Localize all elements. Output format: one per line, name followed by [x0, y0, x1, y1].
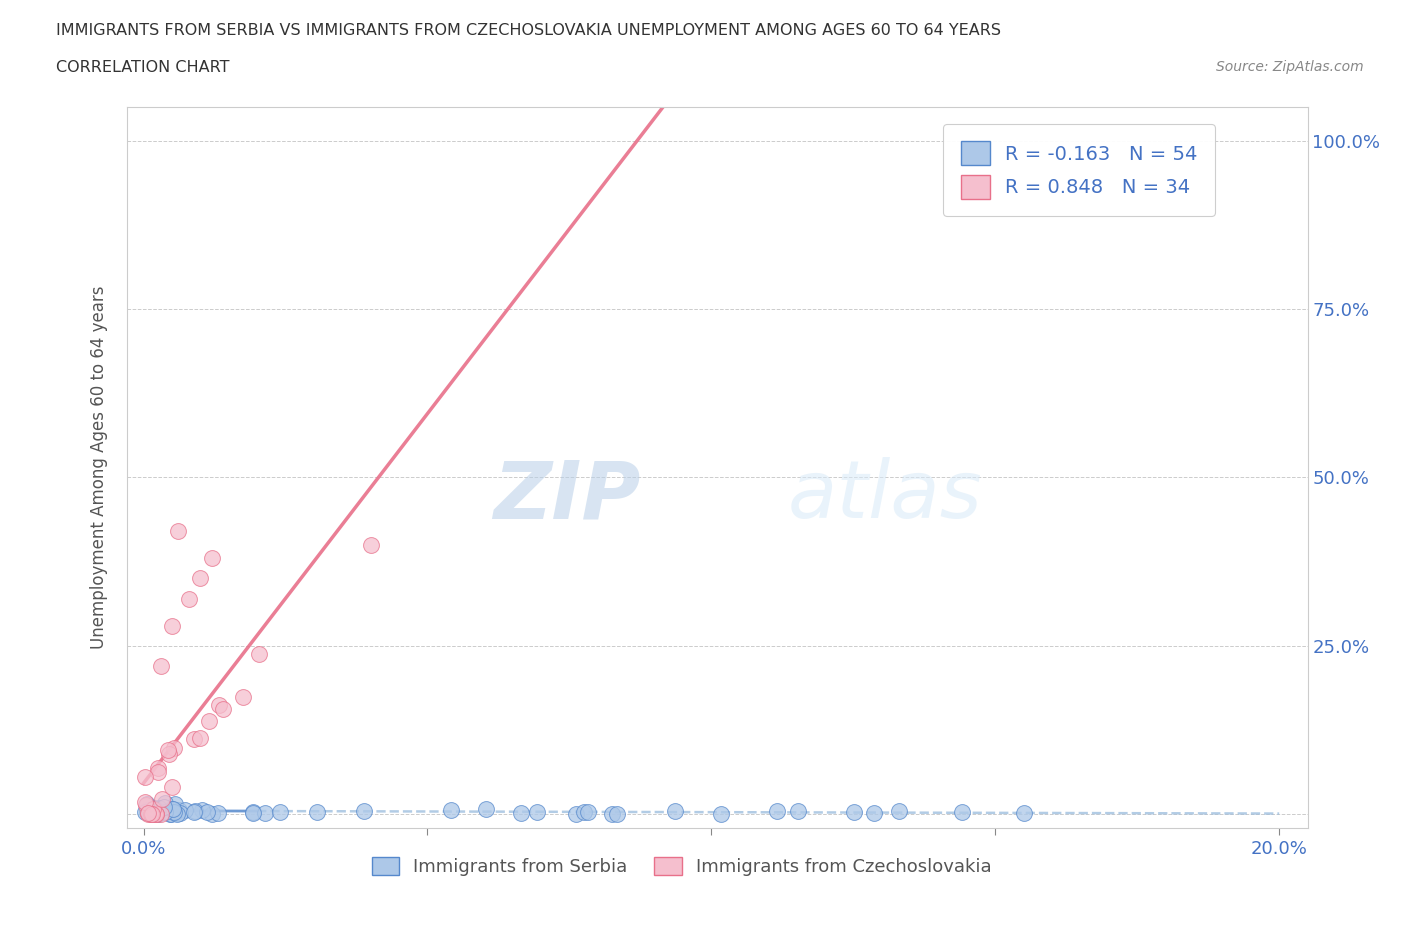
Point [169, 805, 191, 820]
Point [135, 798, 157, 813]
Point [360, 538, 382, 552]
Point [166, 806, 188, 821]
Point [143, 801, 166, 816]
Text: IMMIGRANTS FROM SERBIA VS IMMIGRANTS FROM CZECHOSLOVAKIA UNEMPLOYMENT AMONG AGES: IMMIGRANTS FROM SERBIA VS IMMIGRANTS FRO… [56, 23, 1001, 38]
Point [145, 807, 167, 822]
Point [440, 803, 463, 817]
Point [136, 805, 159, 820]
Point [600, 806, 623, 821]
Point [136, 805, 159, 820]
Point [201, 807, 224, 822]
Text: atlas: atlas [787, 458, 983, 535]
Point [142, 802, 165, 817]
Point [576, 804, 599, 819]
Point [160, 618, 183, 633]
Point [160, 806, 183, 821]
Point [136, 807, 159, 822]
Point [160, 779, 183, 794]
Point [136, 803, 159, 817]
Point [242, 805, 264, 820]
Point [139, 805, 162, 820]
Point [150, 791, 173, 806]
Point [786, 804, 808, 818]
Point [141, 807, 163, 822]
Point [232, 690, 254, 705]
Point [157, 747, 180, 762]
Point [146, 764, 169, 779]
Point [207, 806, 229, 821]
Point [139, 807, 162, 822]
Point [143, 802, 166, 817]
Point [201, 551, 224, 565]
Point [572, 805, 595, 820]
Point [184, 804, 207, 818]
Point [166, 524, 188, 538]
Point [191, 803, 214, 817]
Point [159, 806, 181, 821]
Point [950, 804, 973, 819]
Point [145, 806, 167, 821]
Point [150, 807, 173, 822]
Point [162, 802, 184, 817]
Point [153, 804, 176, 819]
Point [167, 803, 190, 817]
Point [510, 805, 533, 820]
Point [526, 804, 548, 819]
Text: CORRELATION CHART: CORRELATION CHART [56, 60, 229, 75]
Point [564, 806, 586, 821]
Point [208, 698, 231, 712]
Point [135, 797, 157, 812]
Y-axis label: Unemployment Among Ages 60 to 64 years: Unemployment Among Ages 60 to 64 years [90, 286, 108, 649]
Point [148, 801, 170, 816]
Point [765, 804, 787, 818]
Point [606, 806, 628, 821]
Point [183, 804, 205, 819]
Point [664, 804, 686, 818]
Point [710, 806, 733, 821]
Point [146, 806, 169, 821]
Text: ZIP: ZIP [494, 458, 640, 535]
Point [1012, 806, 1035, 821]
Point [134, 794, 156, 809]
Point [269, 804, 291, 819]
Point [149, 658, 172, 673]
Point [474, 801, 496, 816]
Point [247, 647, 270, 662]
Point [195, 805, 218, 820]
Point [242, 804, 264, 819]
Point [134, 770, 156, 785]
Point [183, 731, 205, 746]
Point [157, 742, 180, 757]
Point [155, 795, 177, 810]
Point [143, 807, 166, 822]
Point [305, 804, 328, 819]
Point [353, 804, 375, 818]
Point [162, 740, 184, 755]
Legend: Immigrants from Serbia, Immigrants from Czechoslovakia: Immigrants from Serbia, Immigrants from … [364, 850, 998, 883]
Point [190, 730, 212, 745]
Point [887, 804, 910, 818]
Point [160, 802, 183, 817]
Point [212, 701, 235, 716]
Point [165, 796, 187, 811]
Point [188, 571, 211, 586]
Point [862, 805, 884, 820]
Point [842, 804, 865, 819]
Point [198, 713, 221, 728]
Point [163, 804, 186, 819]
Point [177, 591, 200, 606]
Point [153, 800, 176, 815]
Text: Source: ZipAtlas.com: Source: ZipAtlas.com [1216, 60, 1364, 74]
Point [146, 761, 169, 776]
Point [165, 805, 187, 820]
Point [141, 807, 163, 822]
Point [254, 805, 277, 820]
Point [145, 807, 167, 822]
Point [174, 803, 197, 817]
Point [134, 804, 156, 819]
